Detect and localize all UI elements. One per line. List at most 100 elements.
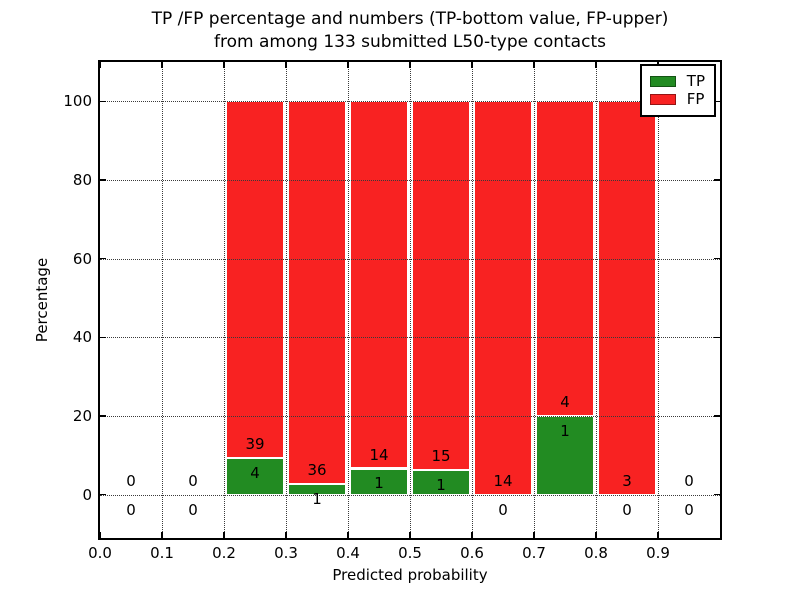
x-tick-mark: [533, 62, 535, 68]
x-gridline: [658, 62, 659, 538]
y-tick-mark: [714, 493, 720, 496]
y-tick-mark: [100, 100, 106, 103]
legend-label: FP: [686, 90, 705, 108]
x-tick-label: 0.2: [212, 544, 236, 562]
y-tick-mark: [714, 336, 720, 339]
x-tick-label: 0.9: [646, 544, 670, 562]
x-tick-mark: [347, 532, 349, 538]
tp-count-label: 0: [126, 500, 136, 519]
y-tick-label: 40: [72, 328, 92, 347]
fp-count-label: 39: [245, 435, 265, 454]
x-tick-mark: [471, 62, 473, 68]
y-tick-mark: [100, 493, 106, 496]
y-tick-mark: [100, 415, 106, 417]
x-tick-mark: [347, 62, 349, 68]
y-tick-mark: [714, 415, 720, 417]
fp-bar-segment: [350, 101, 408, 469]
x-axis-label: Predicted probability: [332, 566, 488, 584]
tp-count-label: 0: [622, 500, 632, 519]
x-tick-mark: [595, 62, 597, 68]
x-tick-mark: [161, 62, 163, 68]
fp-bar-segment: [288, 101, 346, 485]
x-tick-mark: [99, 532, 101, 538]
tp-bar-segment: [288, 484, 346, 495]
y-tick-mark: [100, 179, 106, 181]
fp-swatch-icon: [649, 94, 676, 105]
chart-title: TP /FP percentage and numbers (TP-bottom…: [98, 8, 722, 54]
x-tick-mark: [161, 532, 163, 538]
y-tick-mark: [714, 179, 720, 181]
y-tick-label: 60: [72, 249, 92, 268]
fp-bar-segment: [226, 101, 284, 459]
x-tick-mark: [285, 62, 287, 68]
fp-count-label: 4: [560, 393, 570, 412]
x-gridline: [224, 62, 225, 538]
fp-count-label: 15: [431, 447, 451, 466]
x-tick-mark: [657, 532, 659, 538]
x-gridline: [472, 62, 473, 538]
x-tick-mark: [533, 532, 535, 538]
y-tick-mark: [100, 257, 106, 260]
chart-title-line2: from among 133 submitted L50-type contac…: [214, 32, 606, 52]
x-tick-label: 0.0: [88, 544, 112, 562]
tp-count-label: 0: [684, 500, 694, 519]
fp-count-label: 0: [684, 471, 694, 490]
fp-count-label: 14: [369, 445, 389, 464]
fp-bar-segment: [598, 101, 656, 495]
tp-count-label: 0: [498, 500, 508, 519]
plot-area: TP FP 0 20 40 60 80 100 0.0 0.1 0.2 0.3 0.4 0.5 0.6 0.…: [63, 60, 722, 562]
y-tick-label: 100: [63, 92, 92, 111]
x-tick-mark: [99, 62, 101, 68]
x-tick-label: 0.8: [584, 544, 608, 562]
x-tick-mark: [595, 532, 597, 538]
y-tick-mark: [714, 257, 720, 260]
fp-bar-segment: [474, 101, 532, 495]
x-tick-mark: [285, 532, 287, 538]
tp-swatch-icon: [649, 76, 676, 87]
tp-count-label: 1: [312, 490, 322, 509]
tp-count-label: 1: [560, 421, 570, 440]
x-tick-label: 0.1: [150, 544, 174, 562]
x-gridline: [162, 62, 163, 538]
x-tick-label: 0.6: [460, 544, 484, 562]
y-tick-mark: [100, 336, 106, 339]
x-tick-mark: [409, 62, 411, 68]
fp-count-label: 14: [493, 471, 513, 490]
tp-count-label: 4: [250, 464, 260, 483]
x-tick-mark: [223, 532, 225, 538]
fp-count-label: 0: [126, 471, 136, 490]
y-tick-label: 20: [72, 407, 92, 426]
tp-count-label: 0: [188, 500, 198, 519]
legend-item-fp: FP: [649, 90, 705, 108]
tp-bar-segment: [412, 470, 470, 495]
chart-title-line1: TP /FP percentage and numbers (TP-bottom…: [151, 9, 669, 29]
y-tick-label: 0: [82, 485, 92, 504]
y-axis-label: Percentage: [33, 257, 51, 343]
x-gridline: [348, 62, 349, 538]
x-tick-mark: [223, 62, 225, 68]
x-gridline: [286, 62, 287, 538]
x-tick-label: 0.4: [336, 544, 360, 562]
tp-bar-segment: [350, 468, 408, 495]
legend-item-tp: TP: [649, 72, 705, 90]
x-tick-label: 0.7: [522, 544, 546, 562]
y-tick-label: 80: [72, 171, 92, 190]
x-tick-label: 0.3: [274, 544, 298, 562]
legend-label: TP: [686, 72, 705, 90]
fp-bar-segment: [412, 101, 470, 471]
x-gridline: [534, 62, 535, 538]
tp-bar-segment: [226, 458, 284, 495]
fp-count-label: 36: [307, 461, 327, 480]
legend: TP FP: [639, 64, 716, 117]
x-tick-mark: [471, 532, 473, 538]
tp-count-label: 1: [436, 476, 446, 495]
x-tick-mark: [409, 532, 411, 538]
fp-bar-segment: [536, 101, 594, 417]
x-tick-label: 0.5: [398, 544, 422, 562]
y-tick-mark: [714, 100, 720, 103]
x-gridline: [410, 62, 411, 538]
fp-count-label: 0: [188, 471, 198, 490]
fp-count-label: 3: [622, 471, 632, 490]
tp-count-label: 1: [374, 474, 384, 493]
